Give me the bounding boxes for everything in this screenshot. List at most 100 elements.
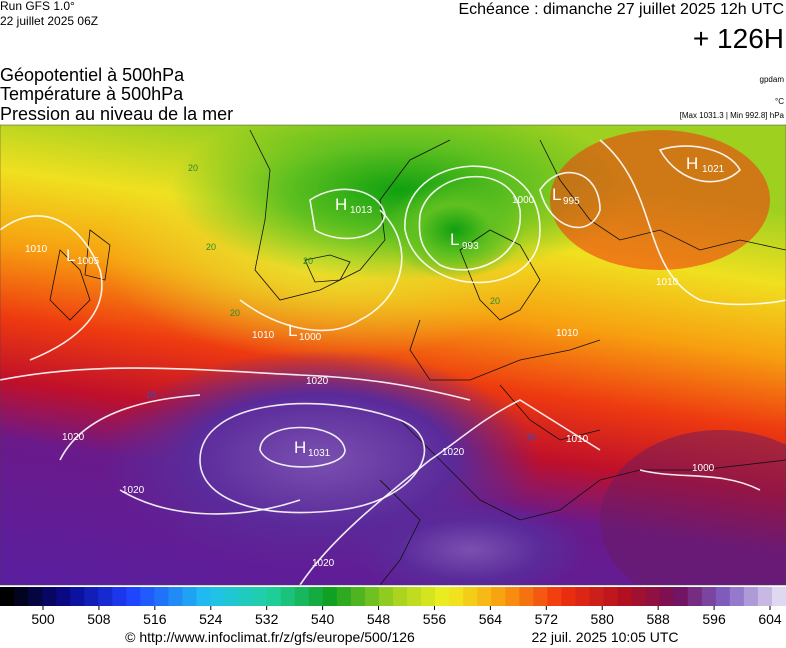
temperature-label: 20 (303, 256, 313, 266)
isobar-label: 1010 (25, 244, 48, 255)
colorbar-swatch (364, 587, 380, 606)
center-letter: L (450, 230, 459, 249)
colorbar-label: 572 (535, 611, 559, 627)
colorbar-swatch (491, 587, 506, 606)
colorbar-swatch (757, 587, 773, 606)
center-value: 993 (462, 241, 479, 252)
isobar-label: 1020 (122, 485, 145, 496)
colorbar-swatch (0, 587, 15, 606)
center-letter: H (294, 438, 306, 457)
colorbar-swatch (238, 587, 254, 606)
colorbar-label: 556 (423, 611, 447, 627)
colorbar-swatch (294, 587, 310, 606)
colorbar-label: 604 (758, 611, 782, 627)
temperature-label: 20 (206, 242, 216, 252)
temperature-labels: 20 20 20 20 20 10 10 (146, 163, 536, 442)
colorbar-label: 564 (479, 611, 503, 627)
center-value: 1005 (77, 256, 100, 267)
colorbar-swatch (98, 587, 113, 606)
colorbar-swatch (477, 587, 492, 606)
colorbar-label: 540 (311, 611, 335, 627)
colorbar-swatch (56, 587, 71, 606)
isobar-label: 1000 (512, 195, 535, 206)
colorbar-swatch (14, 587, 29, 606)
isobar-label: 1010 (556, 328, 579, 339)
legend-line: Température à 500hPa (0, 84, 184, 104)
colorbar-swatch (505, 587, 520, 606)
colorbar-swatch (645, 587, 661, 606)
isobar-label: 1020 (442, 447, 465, 458)
colorbar-swatch (729, 587, 745, 606)
isobar-labels: 1010 1010 1010 1010 1010 1020 1020 1020 … (25, 195, 715, 569)
center-value: 1013 (350, 205, 373, 216)
colorbar-swatch (673, 587, 689, 606)
isobar-label: 1020 (306, 376, 329, 387)
range: [Max 1031.3 | Min 992.8] hPa (680, 111, 785, 120)
colorbar: 500 508 516 524 532 540 548 556 564 572 580 588 596 6… (0, 587, 786, 627)
map-frame (0, 124, 786, 586)
colorbar-label: 548 (367, 611, 391, 627)
colorbar-swatch (336, 587, 352, 606)
isobars (0, 139, 786, 585)
pressure-centers: H 1013 L 993 L 995 H 1021 L 1005 L 1000 … (66, 154, 725, 459)
colorbar-swatch (378, 587, 394, 606)
colorbar-label: 516 (143, 611, 167, 627)
colorbar-swatch (435, 587, 450, 606)
source: © http://www.infoclimat.fr/z/gfs/europe/… (125, 629, 415, 645)
run-date: 22 juillet 2025 06Z (0, 14, 98, 28)
colorbar-swatch (449, 587, 464, 606)
colorbar-swatch (42, 587, 57, 606)
colorbar-swatch (715, 587, 731, 606)
isobar-label: 1020 (312, 558, 335, 569)
temperature-label: 20 (490, 296, 500, 306)
temperature-label: 20 (188, 163, 198, 173)
center-letter: H (335, 195, 347, 214)
unit: °C (775, 97, 784, 106)
colorbar-swatch (266, 587, 282, 606)
center-letter: L (66, 246, 75, 265)
colorbar-swatch (154, 587, 169, 606)
colorbar-swatch (140, 587, 155, 606)
colorbar-swatch (617, 587, 633, 606)
colorbar-swatch (589, 587, 605, 606)
colorbar-swatch (182, 587, 197, 606)
colorbar-swatch (280, 587, 296, 606)
colorbar-swatch (659, 587, 675, 606)
colorbar-label: 580 (591, 611, 615, 627)
colorbar-label: 588 (646, 611, 670, 627)
center-value: 1031 (308, 448, 331, 459)
legend-line: Géopotentiel à 500hPa (0, 65, 185, 85)
colorbar-swatch (126, 587, 141, 606)
isobar-label: 1020 (62, 432, 85, 443)
center-letter: L (552, 185, 561, 204)
footer-date: 22 juil. 2025 10:05 UTC (531, 629, 678, 645)
colorbar-swatch (210, 587, 226, 606)
center-letter: L (288, 321, 297, 340)
lead-time: + 126H (693, 23, 784, 54)
colorbar-label: 596 (702, 611, 726, 627)
colorbar-swatch (70, 587, 85, 606)
colorbar-swatch (393, 587, 408, 606)
colorbar-swatch (561, 587, 576, 606)
colorbar-swatch (308, 587, 324, 606)
colorbar-label: 500 (31, 611, 55, 627)
colorbar-swatch (547, 587, 562, 606)
map: H 1013 L 993 L 995 H 1021 L 1005 L 1000 … (0, 125, 786, 585)
colorbar-swatch (743, 587, 759, 606)
isobar-label: 1010 (566, 434, 589, 445)
colorbar-swatch (28, 587, 43, 606)
unit: gpdam (760, 75, 785, 84)
legend-line: Pression au niveau de la mer (0, 104, 233, 124)
center-value: 1021 (702, 164, 725, 175)
colorbar-swatch (407, 587, 422, 606)
isobar-label: 1000 (692, 463, 715, 474)
colorbar-label: 508 (87, 611, 111, 627)
colorbar-swatch (603, 587, 619, 606)
center-letter: H (686, 154, 698, 173)
isobar-label: 1010 (656, 277, 679, 288)
coastlines (49, 129, 786, 585)
colorbar-swatch (533, 587, 548, 606)
colorbar-swatch (701, 587, 717, 606)
colorbar-swatch (196, 587, 212, 606)
